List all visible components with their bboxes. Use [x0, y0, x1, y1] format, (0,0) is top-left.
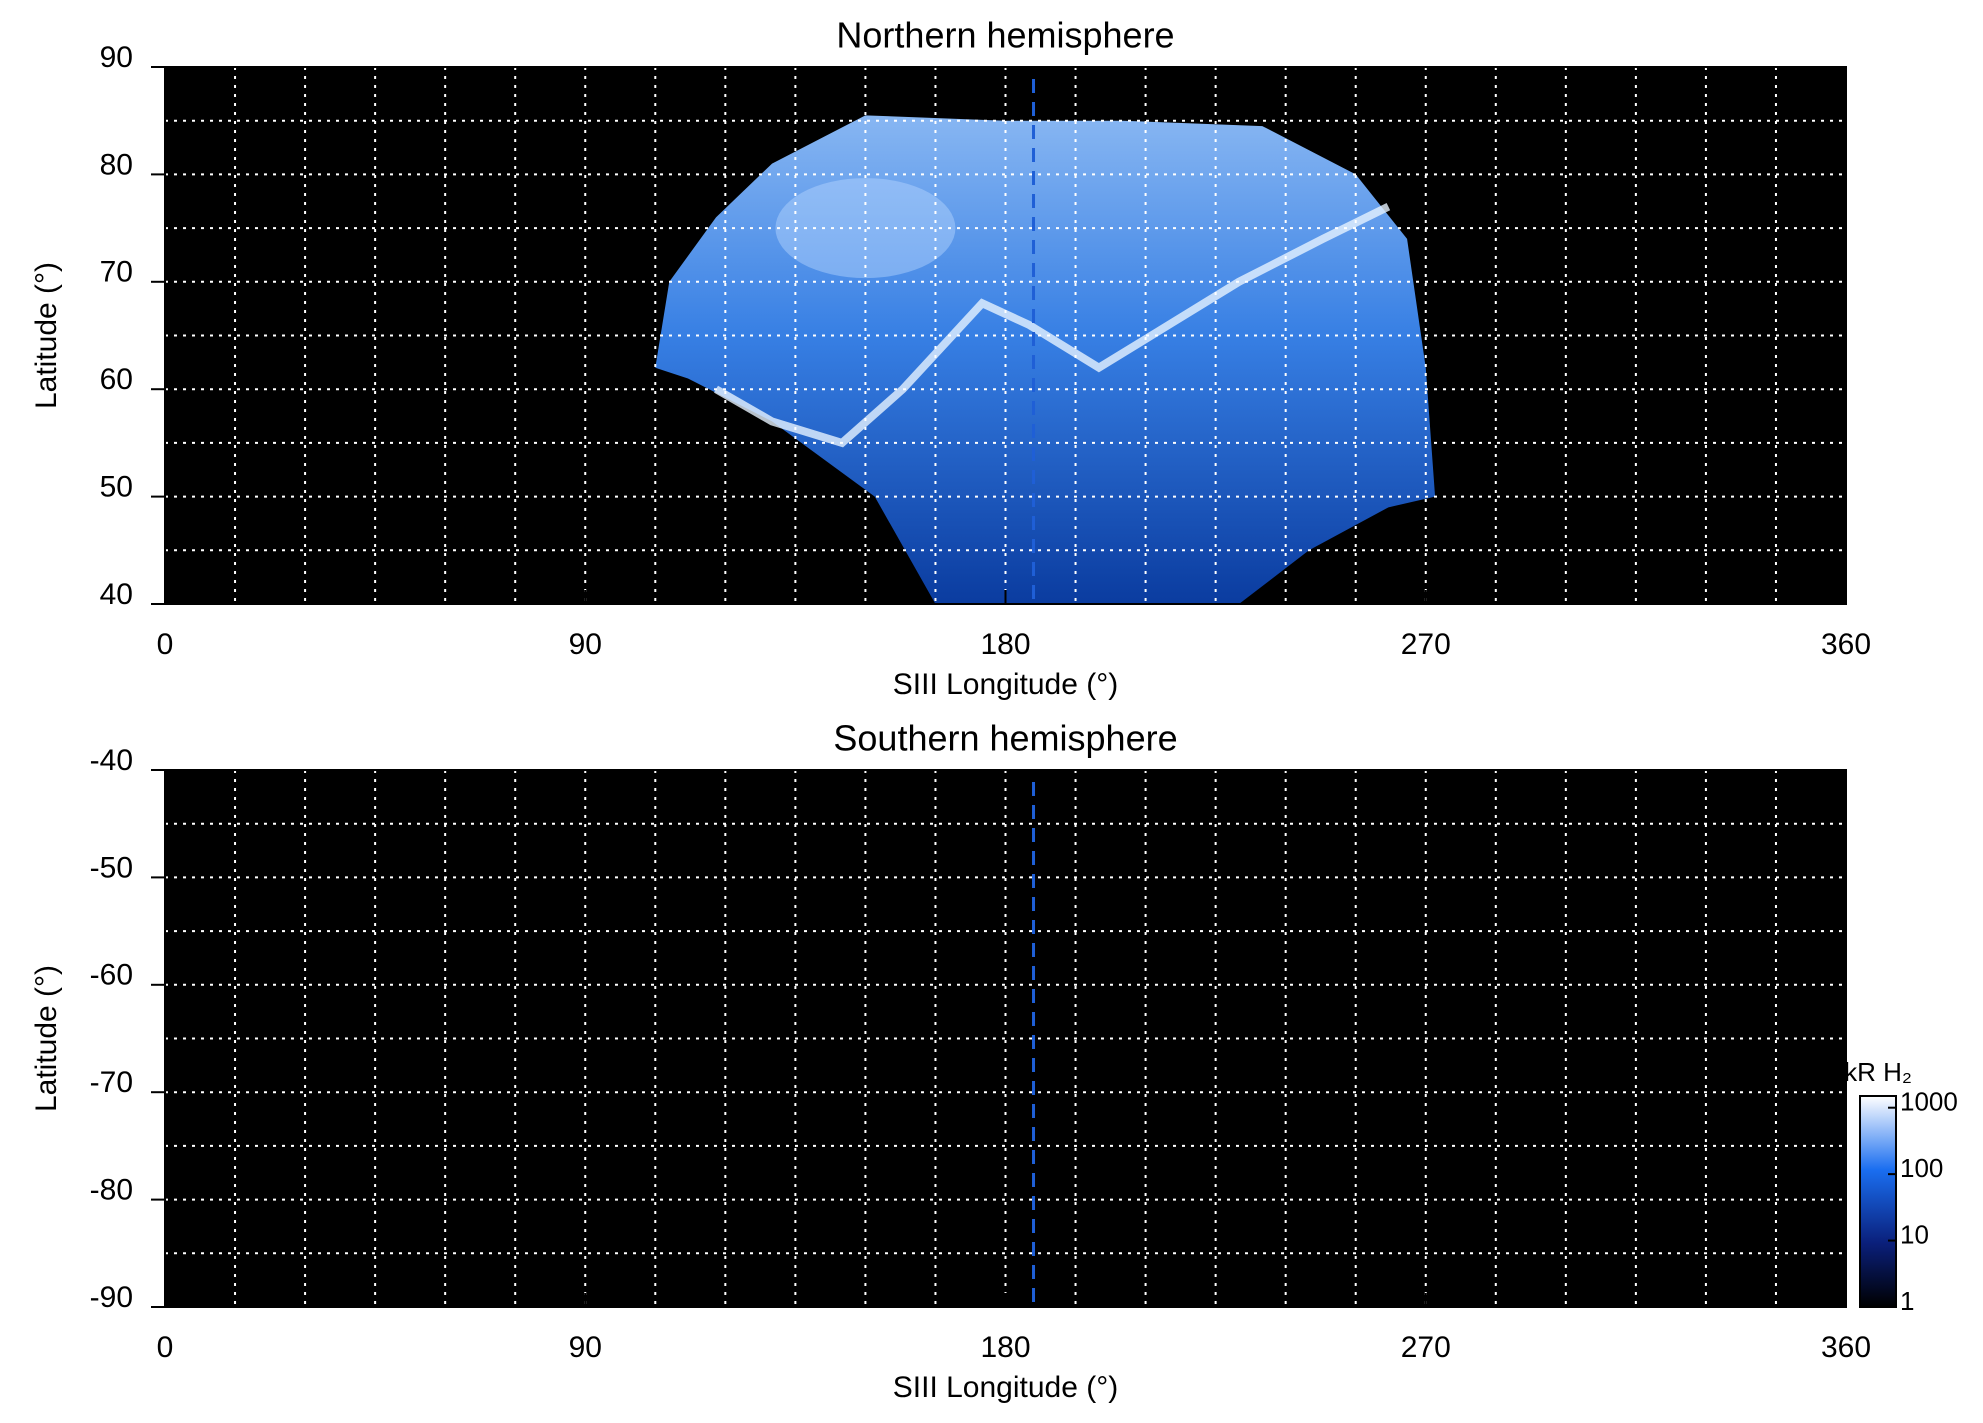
emission-bright	[775, 178, 956, 279]
y-tick-label: -70	[90, 1066, 133, 1099]
colorbar-label: kR H₂	[1844, 1057, 1912, 1087]
colorbar-tick-label: 10	[1900, 1219, 1929, 1249]
x-axis-label: SIII Longitude (°)	[893, 668, 1118, 701]
y-tick-label: -60	[90, 959, 133, 992]
colorbar: kR H₂ 1 10 100 1000	[1844, 1057, 1958, 1316]
x-tick-label: 270	[1401, 628, 1451, 661]
panel: 0 90 180 270 360 40 50 60 70 80 90 Northern hemisph…	[30, 15, 1871, 701]
y-tick-label: -80	[90, 1174, 133, 1207]
x-tick-label: 90	[569, 1331, 602, 1364]
y-tick-label: 50	[100, 471, 133, 504]
y-tick-label: 90	[100, 41, 133, 74]
auroral-oval	[714, 203, 1391, 448]
colorbar-scale	[1859, 1095, 1897, 1308]
y-tick-label: -40	[90, 744, 133, 777]
x-tick-label: 0	[157, 1331, 174, 1364]
y-tick-label: 70	[100, 256, 133, 289]
x-tick-label: 360	[1821, 1331, 1871, 1364]
chart-title: Northern hemisphere	[836, 15, 1174, 56]
colorbar-tick-label: 1	[1900, 1286, 1914, 1316]
x-tick-label: 180	[980, 1331, 1030, 1364]
emission-image	[655, 115, 1436, 604]
x-tick-label: 270	[1401, 1331, 1451, 1364]
colorbar-tick-label: 1000	[1900, 1087, 1958, 1117]
y-tick-label: 40	[100, 578, 133, 611]
x-tick-label: 360	[1821, 628, 1871, 661]
chart-title: Southern hemisphere	[833, 718, 1177, 759]
x-tick-label: 0	[157, 628, 174, 661]
y-tick-label: 60	[100, 363, 133, 396]
x-tick-label: 180	[980, 628, 1030, 661]
y-tick-label: 80	[100, 148, 133, 181]
y-tick-label: -50	[90, 851, 133, 884]
x-tick-label: 90	[569, 628, 602, 661]
panel: 0 90 180 270 360 -90 -80 -70 -60 -50 -40 Southern h…	[30, 718, 1958, 1404]
colorbar-tick-label: 100	[1900, 1153, 1943, 1183]
x-axis-label: SIII Longitude (°)	[893, 1371, 1118, 1404]
y-tick-label: -90	[90, 1281, 133, 1314]
y-axis-label: Latitude (°)	[30, 965, 63, 1112]
y-axis-label: Latitude (°)	[30, 262, 63, 409]
